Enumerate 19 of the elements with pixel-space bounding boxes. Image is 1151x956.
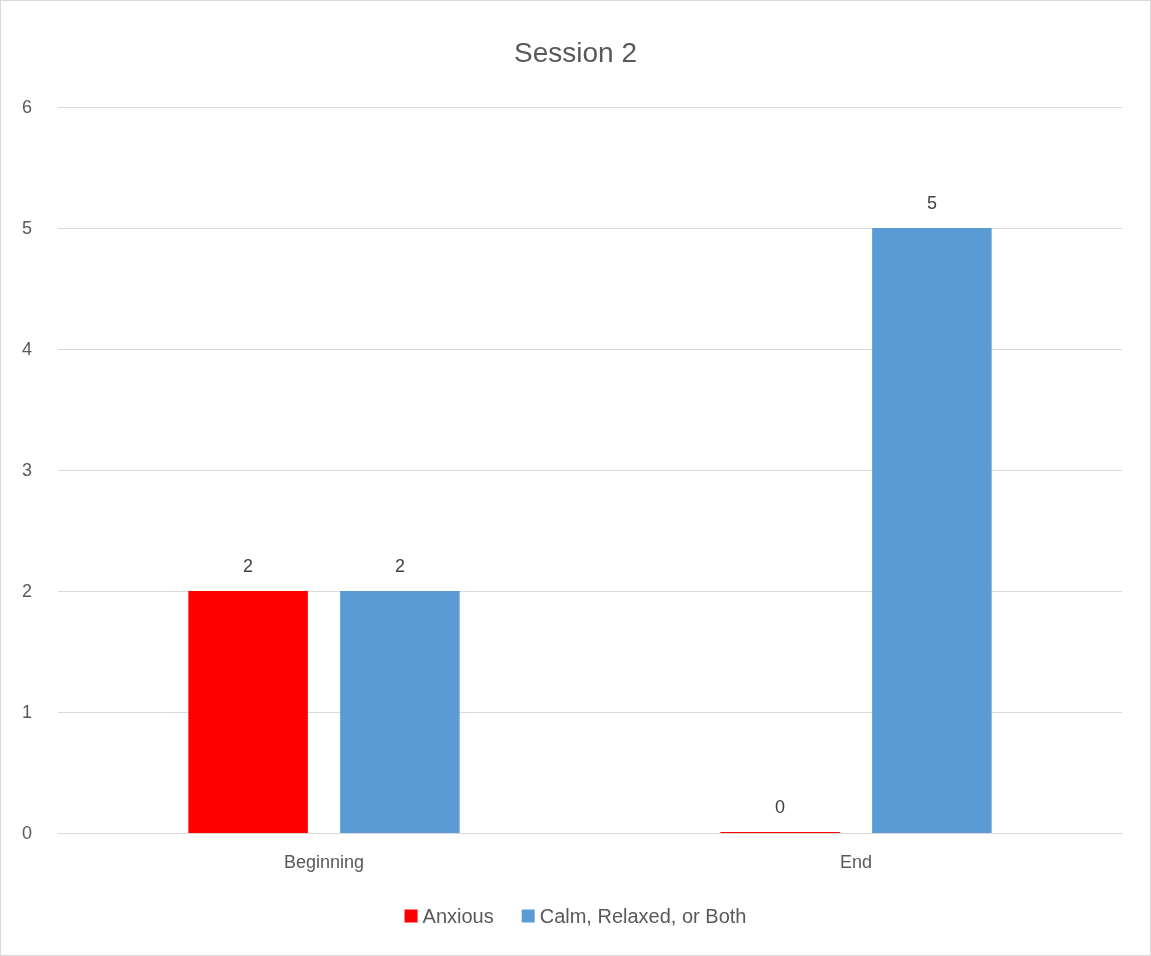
y-tick-label: 6 [21, 97, 32, 117]
x-tick-label: Beginning [283, 852, 365, 872]
y-tick-label: 5 [21, 218, 32, 238]
y-tick-label: 1 [21, 702, 32, 722]
chart-title: Session 2 [514, 36, 637, 68]
y-tick-label: 3 [21, 460, 32, 480]
y-tick-label: 2 [21, 581, 32, 601]
data-label: 2 [394, 556, 405, 576]
data-label: 0 [775, 797, 786, 817]
y-tick-label: 0 [21, 823, 32, 843]
legend-label: Anxious [422, 905, 494, 927]
bar [340, 591, 460, 833]
y-tick-label: 4 [21, 339, 32, 359]
bar [872, 228, 992, 833]
x-tick-label: End [839, 852, 873, 872]
bar [188, 591, 308, 833]
legend-label: Calm, Relaxed, or Both [539, 905, 747, 927]
data-label: 5 [926, 193, 937, 213]
data-label: 2 [243, 556, 254, 576]
